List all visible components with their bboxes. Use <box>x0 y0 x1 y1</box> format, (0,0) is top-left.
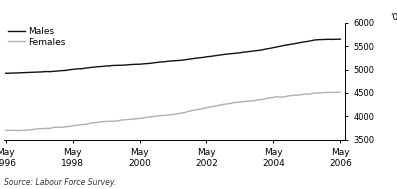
Text: Source: Labour Force Survey.: Source: Labour Force Survey. <box>4 178 116 187</box>
Males <box>66 69 70 71</box>
Females <box>3 129 8 132</box>
Males <box>23 71 28 74</box>
Males <box>93 66 97 68</box>
Text: '000: '000 <box>390 12 397 22</box>
Females <box>323 91 328 94</box>
Males <box>321 38 326 41</box>
Line: Males: Males <box>6 39 340 73</box>
Males <box>338 38 343 40</box>
Line: Females: Females <box>6 92 340 131</box>
Females <box>15 129 20 132</box>
Males <box>17 72 21 74</box>
Males <box>3 72 8 74</box>
Legend: Males, Females: Males, Females <box>8 27 66 46</box>
Females <box>338 91 343 93</box>
Females <box>94 121 99 124</box>
Females <box>18 129 23 132</box>
Females <box>67 125 72 128</box>
Females <box>311 92 316 94</box>
Females <box>25 129 30 131</box>
Males <box>309 40 314 42</box>
